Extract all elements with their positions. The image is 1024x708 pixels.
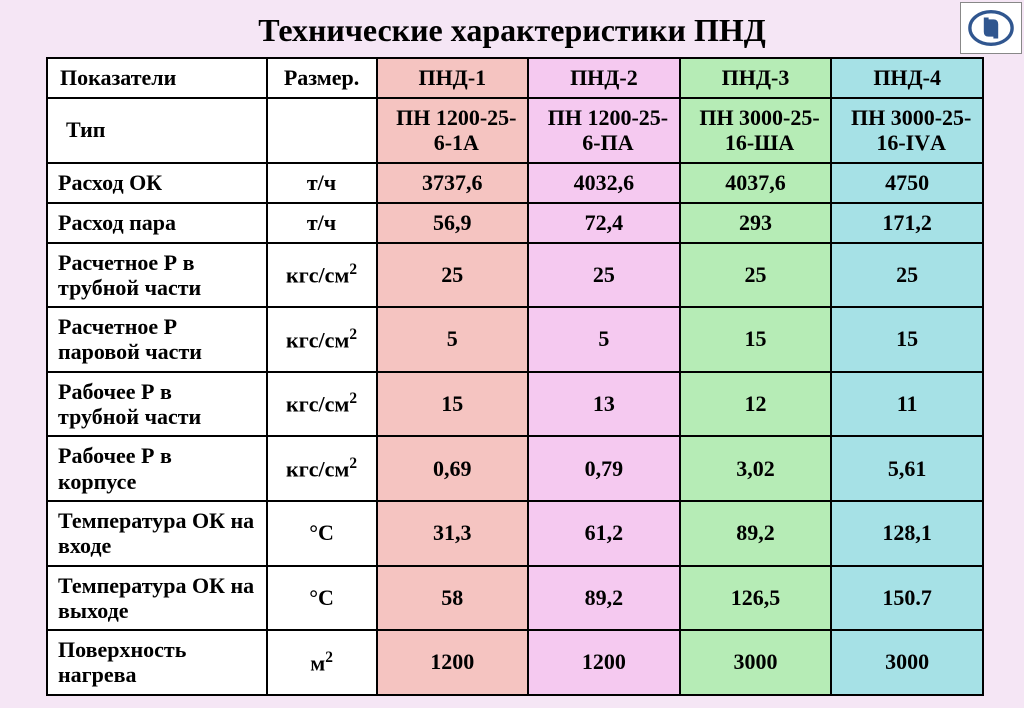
row-label: Расход пара [47, 203, 267, 243]
row-value: 4037,6 [680, 163, 832, 203]
row-value: 31,3 [377, 501, 529, 566]
table-row: Расход ОКт/ч3737,64032,64037,64750 [47, 163, 983, 203]
table-row: Расчетное Р паровой частикгс/см2551515 [47, 307, 983, 372]
row-unit: т/ч [267, 203, 377, 243]
row-unit: т/ч [267, 163, 377, 203]
type-label: Тип [47, 98, 267, 163]
row-value: 15 [377, 372, 529, 437]
row-unit: °С [267, 566, 377, 631]
row-value: 11 [831, 372, 983, 437]
row-value: 61,2 [528, 501, 680, 566]
row-value: 25 [528, 243, 680, 308]
row-value: 150.7 [831, 566, 983, 631]
type-row: ТипПН 1200-25-6-1АПН 1200-25-6-ПАПН 3000… [47, 98, 983, 163]
type-value: ПН 3000-25-16-ША [680, 98, 832, 163]
table-header-row: Показатели Размер. ПНД-1 ПНД-2 ПНД-3 ПНД… [47, 58, 983, 98]
row-value: 58 [377, 566, 529, 631]
row-label: Температура ОК на входе [47, 501, 267, 566]
header-unit: Размер. [267, 58, 377, 98]
row-label: Расчетное Р паровой части [47, 307, 267, 372]
row-value: 0,79 [528, 436, 680, 501]
row-value: 3000 [680, 630, 832, 695]
header-col-1: ПНД-1 [377, 58, 529, 98]
row-label: Рабочее Р в трубной части [47, 372, 267, 437]
row-value: 15 [831, 307, 983, 372]
type-value: ПН 1200-25-6-ПА [528, 98, 680, 163]
row-unit: кгс/см2 [267, 436, 377, 501]
row-value: 126,5 [680, 566, 832, 631]
table-row: Расход парат/ч56,972,4293171,2 [47, 203, 983, 243]
type-unit [267, 98, 377, 163]
row-value: 128,1 [831, 501, 983, 566]
row-value: 1200 [377, 630, 529, 695]
row-value: 89,2 [680, 501, 832, 566]
row-value: 4032,6 [528, 163, 680, 203]
row-value: 25 [377, 243, 529, 308]
spec-table: Показатели Размер. ПНД-1 ПНД-2 ПНД-3 ПНД… [46, 57, 984, 696]
row-value: 5 [377, 307, 529, 372]
row-value: 13 [528, 372, 680, 437]
row-value: 56,9 [377, 203, 529, 243]
page-title: Технические характеристики ПНД [0, 0, 1024, 57]
header-indicator: Показатели [47, 58, 267, 98]
header-col-4: ПНД-4 [831, 58, 983, 98]
header-col-2: ПНД-2 [528, 58, 680, 98]
row-value: 3737,6 [377, 163, 529, 203]
row-value: 3000 [831, 630, 983, 695]
row-value: 72,4 [528, 203, 680, 243]
row-label: Рабочее Р в корпусе [47, 436, 267, 501]
row-label: Температура ОК на выходе [47, 566, 267, 631]
row-unit: м2 [267, 630, 377, 695]
table-row: Расчетное Р в трубной частикгс/см2252525… [47, 243, 983, 308]
row-value: 5 [528, 307, 680, 372]
row-value: 171,2 [831, 203, 983, 243]
row-label: Расход ОК [47, 163, 267, 203]
row-unit: °С [267, 501, 377, 566]
row-value: 293 [680, 203, 832, 243]
row-unit: кгс/см2 [267, 243, 377, 308]
table-row: Рабочее Р в трубной частикгс/см215131211 [47, 372, 983, 437]
type-value: ПН 3000-25-16-IVА [831, 98, 983, 163]
spec-table-container: Показатели Размер. ПНД-1 ПНД-2 ПНД-3 ПНД… [0, 57, 1024, 696]
row-value: 25 [680, 243, 832, 308]
table-row: Поверхность нагревам21200120030003000 [47, 630, 983, 695]
table-row: Рабочее Р в корпусекгс/см20,690,793,025,… [47, 436, 983, 501]
row-value: 89,2 [528, 566, 680, 631]
row-unit: кгс/см2 [267, 307, 377, 372]
row-value: 3,02 [680, 436, 832, 501]
row-value: 1200 [528, 630, 680, 695]
row-value: 25 [831, 243, 983, 308]
row-value: 0,69 [377, 436, 529, 501]
row-value: 4750 [831, 163, 983, 203]
row-value: 15 [680, 307, 832, 372]
row-label: Поверхность нагрева [47, 630, 267, 695]
row-value: 5,61 [831, 436, 983, 501]
row-unit: кгс/см2 [267, 372, 377, 437]
logo-icon [960, 2, 1022, 54]
header-col-3: ПНД-3 [680, 58, 832, 98]
table-row: Температура ОК на входе°С31,361,289,2128… [47, 501, 983, 566]
row-label: Расчетное Р в трубной части [47, 243, 267, 308]
type-value: ПН 1200-25-6-1А [377, 98, 529, 163]
row-value: 12 [680, 372, 832, 437]
table-row: Температура ОК на выходе°С5889,2126,5150… [47, 566, 983, 631]
